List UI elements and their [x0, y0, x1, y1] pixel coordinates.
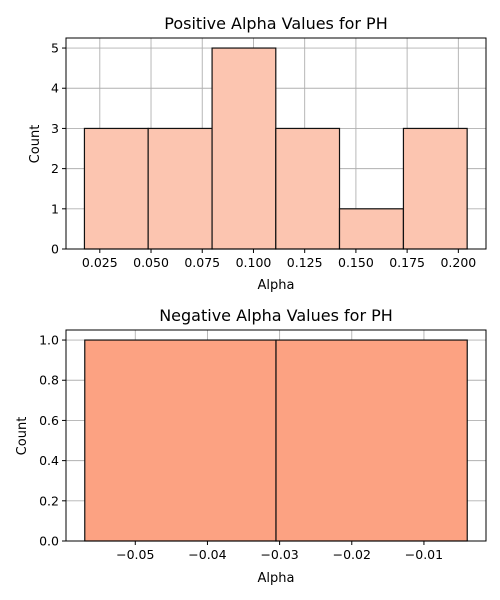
- y-axis-label: Count: [28, 125, 43, 164]
- chart-title: Positive Alpha Values for PH: [164, 14, 387, 33]
- chart-title: Negative Alpha Values for PH: [159, 306, 393, 325]
- x-tick-label: −0.02: [333, 547, 371, 562]
- y-tick-label: 1.0: [39, 333, 59, 348]
- y-tick-label: 3: [51, 121, 59, 136]
- y-tick-label: 0.8: [39, 373, 59, 388]
- y-tick-label: 4: [51, 81, 59, 96]
- x-tick-label: 0.075: [184, 255, 220, 270]
- x-axis-label: Alpha: [258, 278, 295, 293]
- x-axis-label: Alpha: [258, 571, 295, 586]
- x-tick-label: 0.200: [440, 255, 476, 270]
- y-tick-label: 0.0: [39, 534, 59, 549]
- y-tick-label: 0: [51, 242, 59, 257]
- histogram-bar: [275, 339, 468, 542]
- x-tick-label: 0.125: [287, 255, 323, 270]
- bars: [83, 47, 468, 250]
- x-tick-label: −0.04: [188, 547, 226, 562]
- x-tick-label: 0.150: [338, 255, 374, 270]
- histogram-bar: [84, 339, 277, 542]
- x-tick-label: −0.03: [260, 547, 298, 562]
- histogram-bar: [211, 47, 277, 250]
- y-tick-label: 0.2: [39, 493, 59, 508]
- x-tick-label: 0.175: [389, 255, 425, 270]
- x-tick-label: −0.01: [405, 547, 443, 562]
- histogram-bar: [338, 208, 405, 250]
- bars: [84, 339, 468, 542]
- y-tick-label: 1: [51, 201, 59, 216]
- y-axis-label: Count: [15, 417, 30, 456]
- y-tick-label: 5: [51, 41, 59, 56]
- x-tick-label: 0.025: [82, 255, 118, 270]
- x-tick-label: 0.050: [133, 255, 169, 270]
- histogram-bar: [147, 127, 213, 250]
- histogram-bar: [83, 127, 149, 250]
- y-tick-label: 2: [51, 161, 59, 176]
- axes-frame: [65, 329, 487, 542]
- histogram-bar: [275, 127, 341, 250]
- y-tick-label: 0.6: [39, 413, 59, 428]
- axes-frame: [65, 37, 487, 250]
- positive-alpha-histogram: Positive Alpha Values for PH Alpha Count…: [28, 14, 487, 293]
- x-tick-label: 0.100: [236, 255, 272, 270]
- negative-alpha-histogram: Negative Alpha Values for PH Alpha Count…: [15, 306, 487, 586]
- y-tick-label: 0.4: [39, 453, 59, 468]
- histogram-bar: [402, 127, 468, 250]
- x-tick-label: −0.05: [116, 547, 154, 562]
